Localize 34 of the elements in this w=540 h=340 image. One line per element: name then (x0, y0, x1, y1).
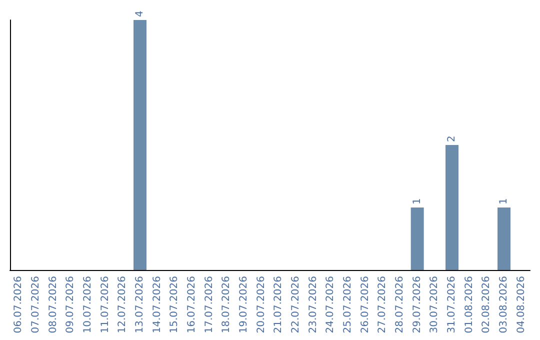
x-tick-label: 24.07.2026 (325, 276, 336, 334)
x-tick-label: 07.07.2026 (30, 276, 42, 334)
x-tick-label: 09.07.2026 (65, 276, 76, 334)
x-tick-label: 20.07.2026 (256, 276, 267, 334)
x-tick-label: 15.07.2026 (169, 276, 180, 334)
x-tick-label: 01.08.2026 (464, 276, 475, 334)
x-tick-label: 25.07.2026 (342, 276, 354, 334)
x-tick-label: 10.07.2026 (82, 276, 94, 334)
x-tick-label: 08.07.2026 (48, 276, 59, 334)
x-tick-label: 27.07.2026 (377, 276, 388, 334)
data-label: 2 (446, 136, 458, 142)
data-label: 1 (412, 198, 423, 204)
x-tick-label: 16.07.2026 (186, 276, 198, 334)
x-tick-label: 18.07.2026 (221, 276, 232, 334)
x-tick-label: 30.07.2026 (429, 276, 440, 334)
x-tick-label: 04.08.2026 (516, 276, 527, 334)
x-tick-label: 28.07.2026 (394, 276, 406, 334)
x-tick-label: 13.07.2026 (134, 276, 146, 334)
x-tick-label: 14.07.2026 (152, 276, 163, 334)
x-tick-label: 12.07.2026 (117, 276, 128, 334)
data-label: 4 (134, 10, 146, 17)
x-tick-label: 22.07.2026 (290, 276, 302, 334)
x-tick-label: 29.07.2026 (412, 276, 423, 334)
x-tick-label: 31.07.2026 (446, 276, 458, 334)
x-tick-label: 02.08.2026 (481, 276, 492, 334)
x-tick-label: 17.07.2026 (204, 276, 215, 334)
x-tick-label: 26.07.2026 (360, 276, 371, 334)
x-tick-label: 06.07.2026 (13, 276, 24, 334)
data-label: 1 (498, 198, 510, 204)
x-tick-label: 19.07.2026 (238, 276, 250, 334)
x-tick-label: 03.08.2026 (498, 276, 510, 334)
x-tick-label: 11.07.2026 (100, 276, 111, 334)
x-tick-label: 23.07.2026 (308, 276, 319, 334)
x-tick-label: 21.07.2026 (273, 276, 284, 334)
